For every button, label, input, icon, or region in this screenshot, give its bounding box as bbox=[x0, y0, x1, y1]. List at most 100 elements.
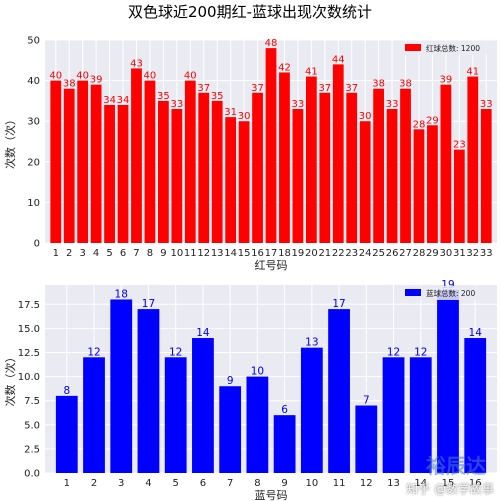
bar bbox=[246, 376, 269, 473]
x-axis-label: 红号码 bbox=[255, 259, 288, 272]
bar bbox=[238, 121, 250, 243]
x-tick-label: 33 bbox=[480, 248, 493, 259]
bar bbox=[90, 84, 102, 243]
bar-value-label: 35 bbox=[211, 91, 224, 102]
bar-value-label: 17 bbox=[142, 298, 155, 310]
bar-value-label: 44 bbox=[332, 54, 345, 65]
x-tick-label: 4 bbox=[93, 248, 99, 259]
bar-value-label: 33 bbox=[170, 99, 183, 110]
x-tick-label: 20 bbox=[305, 248, 318, 259]
legend-swatch bbox=[405, 289, 421, 296]
y-tick-label: 0.0 bbox=[24, 469, 40, 480]
x-tick-label: 31 bbox=[453, 248, 466, 259]
bar-value-label: 23 bbox=[453, 140, 466, 151]
y-tick-label: 0 bbox=[34, 239, 40, 250]
bar-value-label: 14 bbox=[196, 327, 210, 339]
y-tick-label: 12.5 bbox=[18, 348, 40, 359]
bar-value-label: 7 bbox=[363, 395, 370, 407]
bar-value-label: 38 bbox=[63, 79, 76, 90]
x-tick-label: 2 bbox=[91, 478, 97, 489]
y-tick-label: 15.0 bbox=[18, 324, 40, 335]
bar-value-label: 35 bbox=[157, 91, 170, 102]
bar bbox=[386, 109, 398, 244]
bar-value-label: 30 bbox=[238, 111, 251, 122]
figure-title: 双色球近200期红-蓝球出现次数统计 bbox=[128, 3, 372, 21]
bar-value-label: 37 bbox=[251, 83, 264, 94]
y-tick-label: 17.5 bbox=[18, 300, 40, 311]
bar bbox=[171, 109, 183, 244]
legend-box bbox=[401, 41, 497, 55]
x-tick-label: 29 bbox=[426, 248, 439, 259]
x-tick-label: 28 bbox=[413, 248, 426, 259]
red-ball-chart: 0 10 20 30 40 50 40 1 38 2 40 3 39 4 34 5 34 6 43 7 40 8 35 9 33… bbox=[3, 36, 497, 272]
bar-value-label: 42 bbox=[278, 62, 291, 73]
x-tick-label: 26 bbox=[386, 248, 399, 259]
bar-value-label: 41 bbox=[466, 67, 479, 78]
x-tick-label: 9 bbox=[160, 248, 166, 259]
x-tick-label: 30 bbox=[440, 248, 453, 259]
bar bbox=[453, 149, 465, 243]
bar bbox=[480, 109, 492, 244]
bar bbox=[440, 84, 452, 243]
y-tick-label: 10.0 bbox=[18, 372, 40, 383]
x-tick-label: 16 bbox=[469, 478, 482, 489]
x-tick-label: 11 bbox=[184, 248, 197, 259]
bar bbox=[319, 92, 331, 243]
x-tick-label: 15 bbox=[238, 248, 251, 259]
x-tick-label: 27 bbox=[399, 248, 412, 259]
bar bbox=[467, 76, 479, 243]
bar-value-label: 34 bbox=[103, 95, 116, 106]
bar bbox=[164, 357, 187, 473]
x-tick-label: 19 bbox=[292, 248, 305, 259]
x-tick-label: 13 bbox=[387, 478, 400, 489]
x-tick-label: 9 bbox=[281, 478, 287, 489]
x-tick-label: 5 bbox=[106, 248, 112, 259]
bar bbox=[355, 405, 378, 473]
bar-value-label: 28 bbox=[413, 119, 426, 130]
x-tick-label: 11 bbox=[333, 478, 346, 489]
bar bbox=[300, 347, 323, 473]
bar bbox=[137, 309, 160, 473]
x-tick-label: 6 bbox=[200, 478, 206, 489]
y-tick-label: 50 bbox=[27, 36, 40, 47]
bar-value-label: 17 bbox=[332, 298, 345, 310]
y-tick-label: 30 bbox=[27, 117, 40, 128]
x-tick-label: 32 bbox=[466, 248, 479, 259]
bar-value-label: 18 bbox=[115, 288, 128, 300]
bar-value-label: 38 bbox=[399, 79, 412, 90]
x-tick-label: 25 bbox=[372, 248, 385, 259]
x-tick-label: 18 bbox=[278, 248, 291, 259]
x-tick-label: 17 bbox=[265, 248, 278, 259]
bar-value-label: 37 bbox=[318, 83, 331, 94]
bar bbox=[50, 80, 62, 243]
bar bbox=[413, 129, 425, 243]
x-tick-label: 5 bbox=[173, 478, 179, 489]
bar-value-label: 37 bbox=[345, 83, 358, 94]
bar-value-label: 33 bbox=[480, 99, 493, 110]
bar-value-label: 38 bbox=[372, 79, 385, 90]
bar-value-label: 12 bbox=[414, 346, 427, 358]
x-tick-label: 1 bbox=[64, 478, 70, 489]
bar-value-label: 41 bbox=[305, 67, 318, 78]
bar bbox=[427, 125, 438, 243]
bar bbox=[131, 68, 142, 243]
bar-value-label: 13 bbox=[305, 337, 318, 349]
x-tick-label: 15 bbox=[442, 478, 455, 489]
bar-value-label: 33 bbox=[292, 99, 305, 110]
x-tick-label: 6 bbox=[120, 248, 126, 259]
x-tick-label: 2 bbox=[66, 248, 72, 259]
bar-value-label: 39 bbox=[90, 75, 103, 86]
bar bbox=[373, 88, 384, 243]
bar bbox=[332, 64, 344, 243]
bar bbox=[55, 395, 78, 473]
bar bbox=[219, 386, 242, 473]
bar-value-label: 40 bbox=[184, 71, 197, 82]
bar-value-label: 40 bbox=[144, 71, 157, 82]
bar bbox=[273, 415, 296, 473]
y-tick-label: 10 bbox=[27, 198, 40, 209]
bar-value-label: 14 bbox=[469, 327, 483, 339]
bar bbox=[400, 88, 411, 243]
bar-value-label: 43 bbox=[130, 58, 143, 69]
x-tick-label: 8 bbox=[254, 478, 260, 489]
bar bbox=[104, 104, 115, 244]
